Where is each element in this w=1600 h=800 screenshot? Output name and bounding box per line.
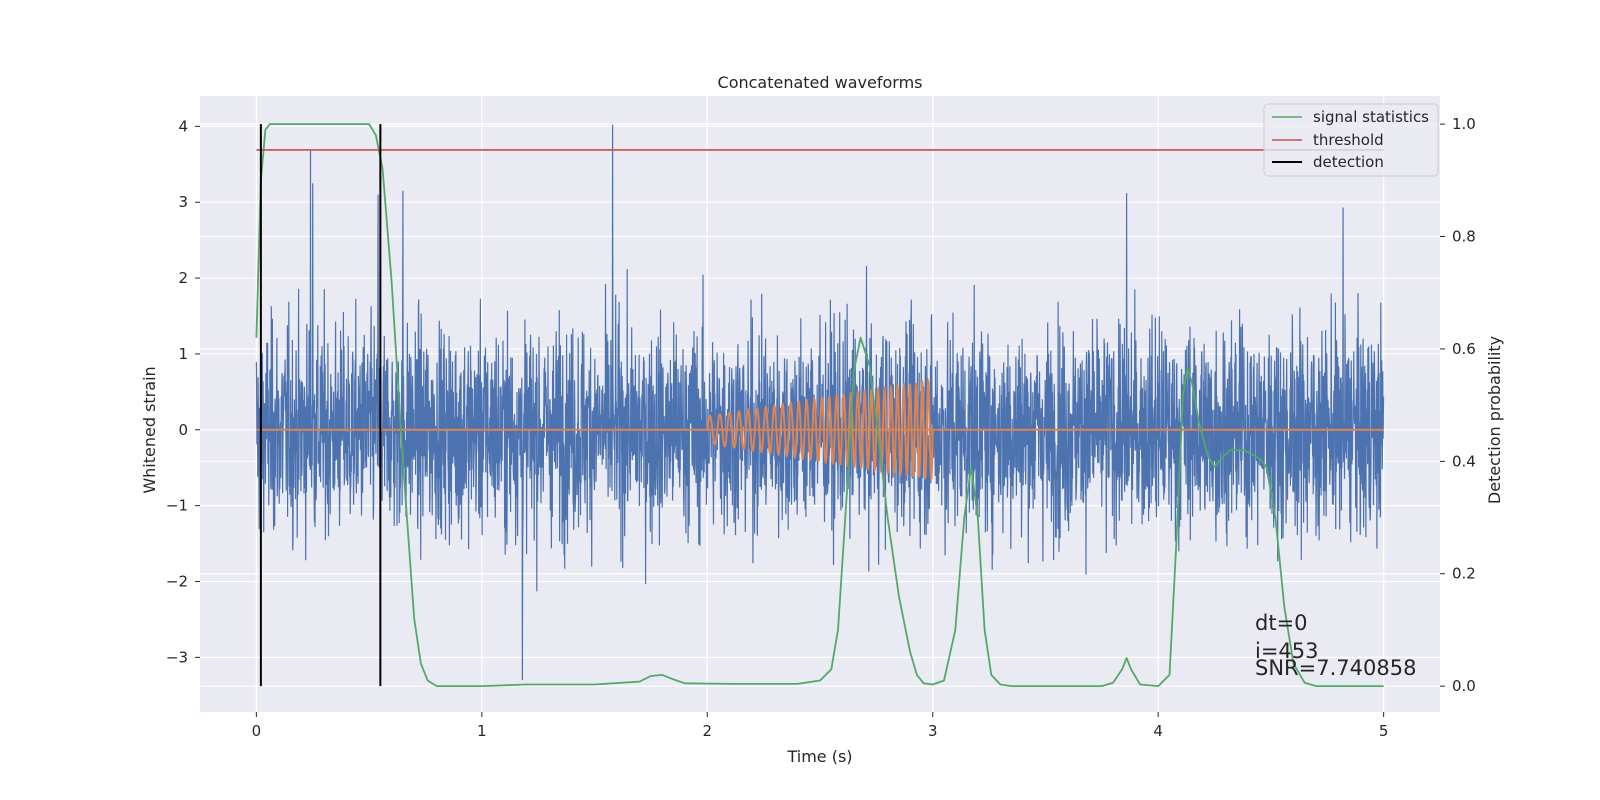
y2-tick-label: 0.8 [1452, 228, 1476, 246]
legend-frame [1263, 103, 1439, 177]
legend: signal statistics threshold detection [1263, 103, 1439, 177]
template-layer [256, 377, 1384, 482]
y-ticks: −3 −2 −1 0 1 2 3 4 [166, 117, 200, 666]
x-tick-label: 2 [702, 722, 712, 740]
annotation-block: dt=0 i=453 SNR=7.740858 [1255, 611, 1416, 680]
y-tick-label: 2 [178, 269, 188, 287]
x-tick-label: 1 [477, 722, 487, 740]
x-axis-label: Time (s) [786, 747, 852, 766]
series-template-chirp [706, 377, 934, 482]
y2-axis-label: Detection probability [1485, 336, 1504, 504]
y2-tick-label: 0.6 [1452, 340, 1476, 358]
x-tick-label: 0 [252, 722, 262, 740]
y-tick-label: −1 [166, 497, 188, 515]
y2-tick-label: 0.0 [1452, 677, 1476, 695]
x-tick-label: 4 [1153, 722, 1163, 740]
legend-label-signal-statistics: signal statistics [1313, 108, 1429, 126]
chart-title: Concatenated waveforms [718, 73, 923, 92]
y2-tick-label: 0.4 [1452, 452, 1476, 470]
strain-layer [255, 124, 1385, 681]
y2-ticks: 0.0 0.2 0.4 0.6 0.8 1.0 [1440, 115, 1476, 695]
y-tick-label: 1 [178, 345, 188, 363]
series-signal-statistics [255, 123, 1384, 687]
series-strain [255, 124, 1385, 681]
y-axis-label: Whitened strain [140, 366, 159, 493]
annotation-i: i=453 [1255, 639, 1319, 663]
legend-label-detection: detection [1313, 153, 1384, 171]
x-tick-label: 3 [928, 722, 938, 740]
x-tick-label: 5 [1379, 722, 1389, 740]
y-tick-label: −3 [166, 648, 188, 666]
stats-layer [255, 123, 1384, 687]
annotation-dt: dt=0 [1255, 611, 1308, 635]
y-tick-label: 0 [178, 421, 188, 439]
y-tick-label: 3 [178, 193, 188, 211]
annotation-snr: SNR=7.740858 [1255, 656, 1416, 680]
y2-tick-label: 1.0 [1452, 115, 1476, 133]
x-ticks: 0 1 2 3 4 5 [252, 712, 1389, 740]
legend-label-threshold: threshold [1313, 131, 1384, 149]
y-tick-label: −2 [166, 573, 188, 591]
y2-tick-label: 0.2 [1452, 565, 1476, 583]
y-tick-label: 4 [178, 117, 188, 135]
